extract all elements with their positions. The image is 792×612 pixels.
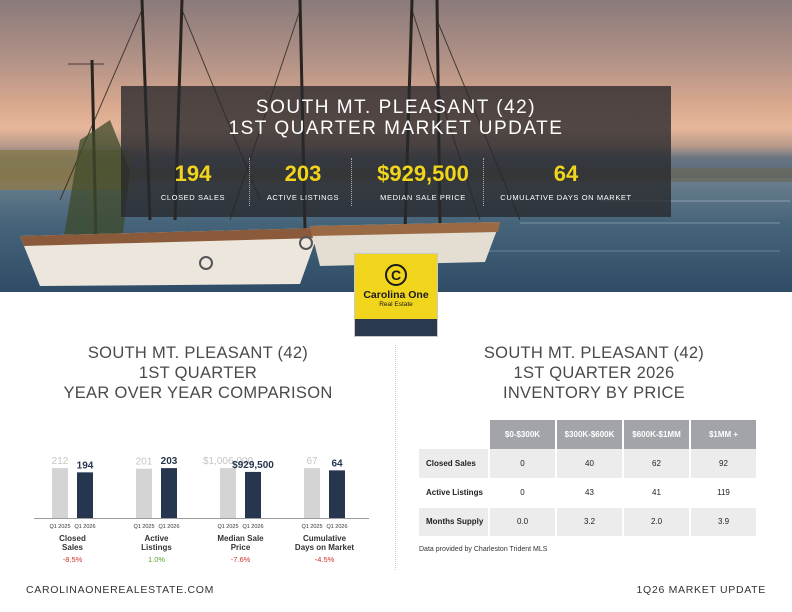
table-row-label: Months Supply (419, 507, 490, 537)
category-label-line-2: Price (231, 543, 251, 552)
stat-label: ACTIVE LISTINGS (266, 193, 340, 202)
inventory-title-line-2: 1ST QUARTER 2026 (513, 364, 675, 382)
category-label-line-2: Days on Market (295, 543, 354, 552)
category-label-line-1: Cumulative (303, 534, 347, 543)
table-header-blank (419, 420, 490, 449)
hero-photo: SOUTH MT. PLEASANT (42) 1ST QUARTER MARK… (0, 0, 792, 292)
bar-q1-2025 (220, 468, 236, 518)
table-header-cell: $0-$300K (489, 420, 557, 449)
table-cell: 0.0 (489, 507, 557, 537)
stat-value: 194 (174, 161, 212, 186)
bar-value-label-2025: $1,006,000 (203, 456, 253, 467)
table-cell: 40 (556, 449, 624, 479)
bar-q1-2025 (304, 468, 320, 518)
change-percent-label: -8.5% (63, 555, 83, 564)
stat-value: 203 (284, 161, 322, 186)
table-cell: 43 (556, 478, 624, 508)
stat-label: CUMULATIVE DAYS ON MARKET (500, 193, 632, 202)
stat-active-listings: 203 ACTIVE LISTINGS (261, 161, 345, 203)
table-cell: 92 (690, 449, 758, 479)
axis-tick-label: Q1 2026 (158, 524, 179, 530)
table-row-label: Closed Sales (419, 449, 490, 479)
logo-band (355, 319, 437, 336)
category-label-line-2: Sales (62, 543, 83, 552)
bar-q1-2026 (77, 472, 93, 518)
table-cell: 3.2 (556, 507, 624, 537)
stat-label: CLOSED SALES (160, 193, 226, 202)
table-row-label: Active Listings (419, 478, 490, 508)
carolina-one-logo: C Carolina One Real Estate (354, 253, 438, 337)
yoy-title-line-2: 1ST QUARTER (138, 364, 258, 382)
table-cell: 3.9 (690, 507, 758, 537)
category-label-line-1: Median Sale (217, 534, 264, 543)
table-header-cell: $1MM + (690, 420, 758, 449)
bar-q1-2025 (52, 468, 68, 518)
footer-website-link[interactable]: CAROLINAONEREALESTATE.COM (26, 584, 215, 596)
bar-q1-2025 (136, 468, 152, 518)
bar-value-label-2025: 212 (52, 456, 69, 467)
bar-q1-2026 (161, 468, 177, 518)
axis-tick-label: Q1 2025 (301, 524, 322, 530)
logo-name: Carolina One (363, 289, 429, 301)
stat-value: $929,500 (377, 161, 469, 186)
title-line-1: SOUTH MT. PLEASANT (42) (255, 97, 537, 118)
table-row: Closed Sales 0 40 62 92 (419, 449, 758, 479)
axis-tick-label: Q1 2025 (49, 524, 70, 530)
title-line-2: 1ST QUARTER MARKET UPDATE (228, 118, 564, 139)
stat-median-sale-price: $929,500 MEDIAN SALE PRICE (359, 161, 487, 203)
table-header-cell: $300K-$600K (556, 420, 624, 449)
table-cell: 62 (623, 449, 691, 479)
title-banner: SOUTH MT. PLEASANT (42) 1ST QUARTER MARK… (121, 86, 671, 217)
page-title: SOUTH MT. PLEASANT (42) 1ST QUARTER MARK… (121, 97, 671, 139)
table-cell: 0 (489, 449, 557, 479)
change-percent-label: 1.0% (148, 555, 165, 564)
table-cell: 41 (623, 478, 691, 508)
stat-divider (483, 158, 484, 206)
footer-report-label: 1Q26 MARKET UPDATE (636, 584, 766, 596)
bar-value-label-2025: 67 (306, 456, 318, 467)
stat-days-on-market: 64 CUMULATIVE DAYS ON MARKET (493, 161, 639, 203)
change-percent-label: -7.6% (231, 555, 251, 564)
category-label-line-1: Active (144, 534, 169, 543)
table-row: Active Listings 0 43 41 119 (419, 478, 758, 508)
inventory-title-line-1: SOUTH MT. PLEASANT (42) (483, 344, 705, 362)
inventory-title-line-3: INVENTORY BY PRICE (502, 384, 686, 402)
bar-value-label-2025: 201 (136, 457, 153, 468)
table-header-cell: $600K-$1MM (623, 420, 691, 449)
axis-tick-label: Q1 2026 (74, 524, 95, 530)
bar-value-label-2026: 64 (331, 458, 343, 469)
inventory-table: $0-$300K $300K-$600K $600K-$1MM $1MM + C… (419, 420, 758, 537)
table-cell: 2.0 (623, 507, 691, 537)
table-header-row: $0-$300K $300K-$600K $600K-$1MM $1MM + (419, 420, 758, 449)
bar-q1-2026 (245, 471, 261, 518)
axis-tick-label: Q1 2026 (242, 524, 263, 530)
yoy-title-line-3: YEAR OVER YEAR COMPARISON (63, 384, 333, 402)
table-row: Months Supply 0.0 3.2 2.0 3.9 (419, 507, 758, 537)
axis-tick-label: Q1 2025 (217, 524, 238, 530)
bar-q1-2026 (329, 470, 345, 518)
stat-divider (351, 158, 352, 206)
category-label-line-2: Listings (141, 543, 172, 552)
logo-c-icon: C (385, 264, 407, 286)
yoy-title-line-1: SOUTH MT. PLEASANT (42) (87, 344, 309, 362)
section-divider (395, 345, 396, 570)
inventory-title: SOUTH MT. PLEASANT (42) 1ST QUARTER 2026… (396, 343, 792, 403)
stat-divider (249, 158, 250, 206)
yoy-title: SOUTH MT. PLEASANT (42) 1ST QUARTER YEAR… (0, 343, 396, 403)
change-percent-label: -4.5% (315, 555, 335, 564)
stat-label: MEDIAN SALE PRICE (380, 193, 466, 202)
category-label-line-1: Closed (59, 534, 86, 543)
table-cell: 119 (690, 478, 758, 508)
axis-tick-label: Q1 2026 (326, 524, 347, 530)
table-cell: 0 (489, 478, 557, 508)
bar-value-label-2026: 194 (77, 460, 94, 471)
bar-value-label-2026: $929,500 (232, 460, 274, 471)
stat-closed-sales: 194 CLOSED SALES (153, 161, 233, 203)
stat-value: 64 (553, 161, 579, 186)
logo-subtitle: Real Estate (379, 301, 413, 308)
bar-value-label-2026: 203 (161, 456, 178, 467)
data-source-note: Data provided by Charleston Trident MLS (419, 546, 548, 553)
axis-tick-label: Q1 2025 (133, 524, 154, 530)
